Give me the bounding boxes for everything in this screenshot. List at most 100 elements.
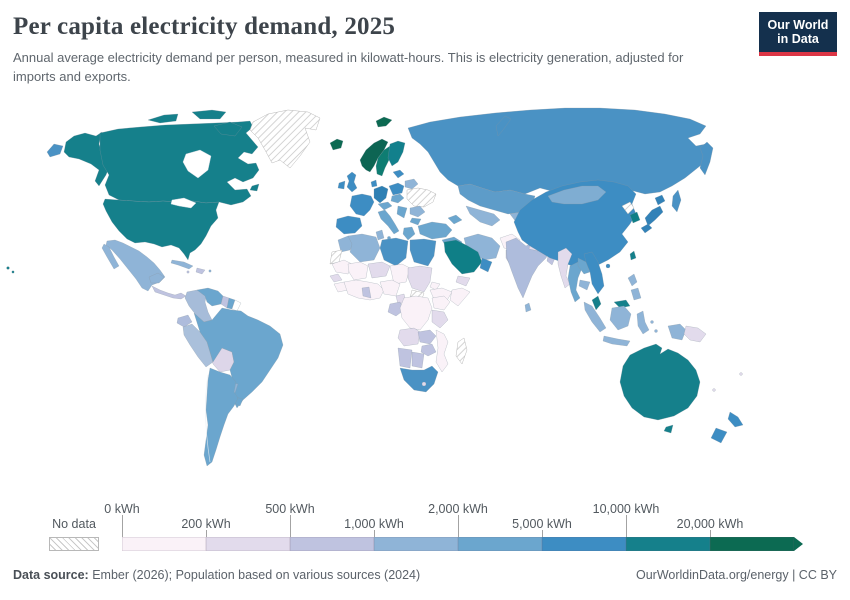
region-indonesia-java[interactable]: [602, 335, 631, 347]
legend-segment[interactable]: [290, 537, 374, 551]
region-novaya-zemlya[interactable]: [495, 115, 512, 137]
region-hawaii-2[interactable]: [11, 270, 15, 274]
region-jamaica[interactable]: [186, 270, 190, 274]
region-japan-hokkaido[interactable]: [654, 194, 666, 206]
region-yemen[interactable]: [455, 275, 471, 287]
region-hawaii-1[interactable]: [6, 266, 10, 270]
legend-segment[interactable]: [206, 537, 290, 551]
region-botswana[interactable]: [411, 351, 425, 369]
region-poland[interactable]: [388, 182, 405, 196]
region-tanzania[interactable]: [431, 309, 449, 329]
region-cuba[interactable]: [170, 259, 194, 270]
region-new-zealand-south[interactable]: [710, 427, 728, 444]
region-taiwan[interactable]: [629, 250, 637, 261]
region-central-europe[interactable]: [377, 201, 393, 211]
region-australia[interactable]: [619, 343, 701, 421]
region-mexico-baja[interactable]: [101, 243, 120, 270]
region-balkans[interactable]: [396, 205, 408, 219]
region-niger[interactable]: [367, 261, 391, 279]
region-sudan[interactable]: [407, 265, 433, 293]
legend-no-data-swatch[interactable]: [49, 537, 99, 551]
region-italy[interactable]: [377, 209, 400, 235]
region-ecuador[interactable]: [176, 314, 193, 328]
region-canada-baffin[interactable]: [213, 121, 243, 137]
region-greenland[interactable]: [249, 109, 321, 169]
region-ireland[interactable]: [337, 180, 346, 190]
region-libya[interactable]: [379, 237, 409, 267]
region-japan-kyushu[interactable]: [640, 223, 653, 234]
region-namibia[interactable]: [397, 347, 413, 369]
region-iberia[interactable]: [335, 215, 363, 235]
region-canada-arctic-1[interactable]: [147, 113, 179, 124]
region-hainan[interactable]: [605, 263, 611, 269]
region-baltics[interactable]: [392, 169, 405, 179]
region-tasmania[interactable]: [663, 424, 674, 434]
region-papua-new-guinea[interactable]: [683, 325, 707, 343]
legend-segment[interactable]: [542, 537, 626, 551]
region-indonesia-sumatra[interactable]: [583, 301, 607, 333]
region-myanmar[interactable]: [557, 247, 573, 289]
region-china[interactable]: [513, 179, 637, 271]
region-mali[interactable]: [347, 261, 369, 281]
region-zambia[interactable]: [417, 329, 437, 345]
region-bulgaria[interactable]: [409, 217, 422, 226]
region-canada-newfoundland[interactable]: [249, 183, 260, 192]
region-indonesia-borneo[interactable]: [609, 305, 632, 331]
region-laos[interactable]: [577, 257, 591, 275]
region-brazil[interactable]: [193, 307, 284, 409]
region-malaysia-borneo[interactable]: [613, 299, 631, 309]
region-ghana[interactable]: [361, 286, 372, 299]
region-mozambique[interactable]: [435, 329, 449, 373]
legend-segment[interactable]: [626, 537, 710, 551]
region-denmark[interactable]: [370, 179, 378, 188]
region-kamchatka[interactable]: [699, 141, 714, 176]
legend-segment[interactable]: [374, 537, 458, 551]
region-turkey[interactable]: [417, 221, 453, 240]
attribution-link[interactable]: OurWorldinData.org/energy | CC BY: [635, 568, 837, 582]
region-dr-congo[interactable]: [399, 295, 433, 331]
region-canada-arctic-2[interactable]: [191, 109, 227, 120]
region-mongolia[interactable]: [547, 185, 607, 205]
region-sakhalin[interactable]: [671, 189, 682, 213]
region-nigeria[interactable]: [379, 279, 401, 297]
region-caucasus[interactable]: [447, 214, 463, 225]
region-new-zealand-north[interactable]: [727, 411, 744, 428]
region-finland[interactable]: [387, 140, 406, 167]
region-belarus[interactable]: [404, 178, 419, 190]
region-gabon-congo[interactable]: [387, 301, 405, 317]
region-svalbard[interactable]: [375, 116, 393, 128]
region-hispaniola[interactable]: [195, 267, 206, 275]
region-south-korea[interactable]: [629, 211, 641, 224]
region-japan-honshu[interactable]: [644, 205, 664, 227]
region-west-papua[interactable]: [667, 323, 687, 341]
region-indonesia-moluccas-1[interactable]: [650, 320, 654, 324]
region-greece[interactable]: [402, 226, 416, 241]
region-indonesia-moluccas-2[interactable]: [654, 329, 658, 333]
region-tunisia[interactable]: [375, 229, 385, 241]
region-madagascar[interactable]: [455, 337, 468, 365]
region-mexico-yucatan[interactable]: [148, 272, 165, 284]
legend-segment[interactable]: [710, 537, 794, 551]
region-argentina[interactable]: [203, 367, 239, 467]
region-saudi-arabia[interactable]: [443, 239, 483, 275]
region-oman-uae[interactable]: [479, 257, 493, 273]
region-romania[interactable]: [409, 205, 426, 218]
region-fiji[interactable]: [739, 372, 743, 376]
region-angola[interactable]: [397, 327, 421, 347]
region-senegal[interactable]: [329, 273, 343, 283]
region-vietnam[interactable]: [583, 251, 605, 295]
region-kenya-uganda[interactable]: [431, 295, 451, 311]
region-united-kingdom[interactable]: [346, 171, 358, 193]
region-lesotho[interactable]: [421, 381, 427, 387]
region-czech-hungary[interactable]: [390, 193, 405, 204]
region-north-korea[interactable]: [621, 201, 635, 215]
region-germany[interactable]: [373, 185, 389, 204]
region-malaysia-peninsula[interactable]: [591, 295, 602, 311]
owid-logo[interactable]: Our World in Data: [759, 12, 837, 56]
region-russia[interactable]: [407, 107, 713, 195]
region-chukotka[interactable]: [46, 143, 64, 158]
legend-segment[interactable]: [458, 537, 542, 551]
region-somalia[interactable]: [449, 287, 471, 307]
region-philippines-mindanao[interactable]: [630, 287, 642, 301]
region-new-caledonia[interactable]: [712, 388, 716, 392]
